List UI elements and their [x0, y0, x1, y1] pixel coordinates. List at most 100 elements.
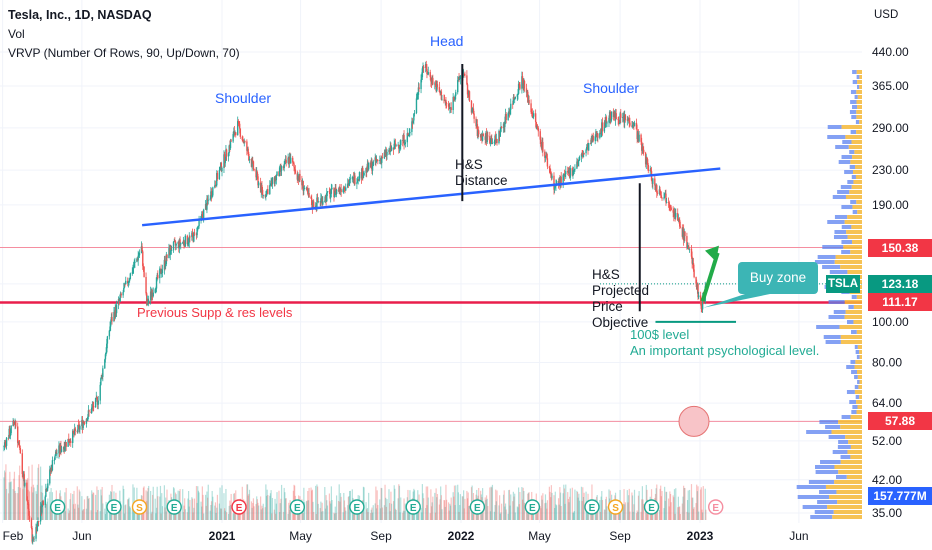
- volume-indicator-label[interactable]: Vol: [8, 27, 25, 41]
- event-marker-icon: [643, 499, 660, 515]
- candle-body: [629, 122, 631, 126]
- candle-body: [197, 226, 199, 228]
- volume-profile-bar: [841, 415, 851, 419]
- candle-body: [155, 277, 158, 289]
- volume-profile-bar: [854, 385, 859, 389]
- candle-body: [647, 164, 649, 171]
- candle-body: [466, 75, 468, 85]
- y-axis-tick-label: 365.00: [872, 79, 909, 93]
- volume-profile-bar: [851, 185, 862, 189]
- volume-bar: [105, 501, 107, 520]
- volume-profile-bar: [841, 155, 853, 159]
- volume-bar: [242, 507, 244, 520]
- candle-body: [134, 261, 136, 263]
- candle-body: [83, 422, 86, 424]
- volume-profile-bar: [850, 250, 862, 254]
- volume-profile-bar: [827, 125, 842, 129]
- volume-bar: [106, 509, 108, 520]
- candle-body: [310, 197, 312, 199]
- volume-profile-bar: [853, 320, 862, 324]
- volume-bar: [70, 493, 72, 520]
- volume-bar: [210, 501, 213, 520]
- volume-profile-bar: [849, 165, 856, 169]
- candle-body: [191, 232, 194, 236]
- volume-profile-bar: [834, 230, 847, 234]
- volume-bar: [256, 499, 258, 520]
- volume-profile-bar: [846, 475, 862, 479]
- volume-profile-bar: [833, 310, 846, 314]
- candle-body: [87, 416, 89, 421]
- volume-bar: [554, 491, 556, 520]
- volume-bar: [288, 509, 291, 520]
- candle-body: [256, 172, 259, 177]
- volume-bar: [577, 497, 579, 520]
- candle-body: [432, 77, 434, 85]
- volume-profile-bar: [849, 110, 857, 114]
- volume-bar: [15, 493, 17, 520]
- volume-bar: [445, 484, 447, 520]
- volume-bar: [248, 493, 250, 520]
- candle-body: [117, 299, 120, 305]
- volume-bar: [620, 505, 622, 520]
- candle-body: [189, 236, 191, 238]
- volume-bar: [22, 472, 25, 520]
- candle-body: [262, 195, 264, 196]
- volume-bar: [563, 488, 566, 520]
- candle-body: [55, 451, 58, 454]
- volume-bar: [368, 492, 370, 520]
- volume-profile-bar: [847, 450, 862, 454]
- volume-bar: [88, 498, 90, 520]
- volume-profile-bar: [855, 175, 862, 179]
- x-axis-tick-label: May: [289, 529, 312, 543]
- hs-distance-line1: H&S: [455, 157, 483, 172]
- candle-body: [517, 83, 520, 94]
- candle-body: [124, 283, 126, 285]
- volume-bar: [485, 499, 487, 520]
- candle-body: [54, 455, 56, 460]
- volume-bar: [68, 513, 70, 520]
- volume-bar: [330, 486, 332, 520]
- vrvp-indicator-label[interactable]: VRVP (Number Of Rows, 90, Up/Down, 70): [8, 46, 240, 60]
- candle-body: [72, 430, 75, 433]
- candle-body: [555, 181, 558, 185]
- volume-bar: [628, 488, 630, 520]
- volume-profile-bar: [847, 270, 862, 274]
- volume-bar: [326, 500, 328, 520]
- volume-bar: [256, 496, 258, 520]
- volume-bar: [700, 487, 702, 520]
- candle-body: [111, 317, 113, 322]
- volume-bar: [260, 509, 262, 520]
- volume-bar: [624, 502, 626, 520]
- candle-body: [278, 167, 281, 177]
- volume-bar: [201, 486, 203, 520]
- volume-bar: [518, 504, 520, 520]
- candle-body: [609, 111, 611, 120]
- volume-bar: [104, 513, 107, 520]
- candle-body: [237, 120, 240, 122]
- volume-bar: [508, 489, 511, 520]
- volume-bar: [224, 508, 226, 520]
- volume-bar: [30, 486, 33, 520]
- candle-body: [663, 197, 665, 199]
- volume-bar: [372, 505, 374, 520]
- candle-body: [120, 293, 122, 296]
- volume-bar: [562, 493, 564, 520]
- candle-body: [154, 289, 156, 293]
- volume-profile-bar: [857, 80, 862, 84]
- candle-body: [398, 146, 401, 149]
- volume-bar: [606, 506, 608, 520]
- volume-bar: [78, 489, 80, 520]
- volume-bar: [225, 512, 228, 520]
- candle-body: [606, 122, 608, 124]
- volume-bar: [645, 505, 647, 520]
- volume-bar: [582, 487, 584, 520]
- volume-bar: [97, 489, 99, 520]
- candle-body: [441, 99, 443, 101]
- candle-body: [316, 197, 318, 207]
- candle-body: [421, 68, 424, 78]
- volume-bar: [667, 498, 670, 520]
- candle-body: [362, 175, 365, 178]
- volume-bar: [3, 477, 5, 520]
- volume-profile-bar: [857, 85, 860, 89]
